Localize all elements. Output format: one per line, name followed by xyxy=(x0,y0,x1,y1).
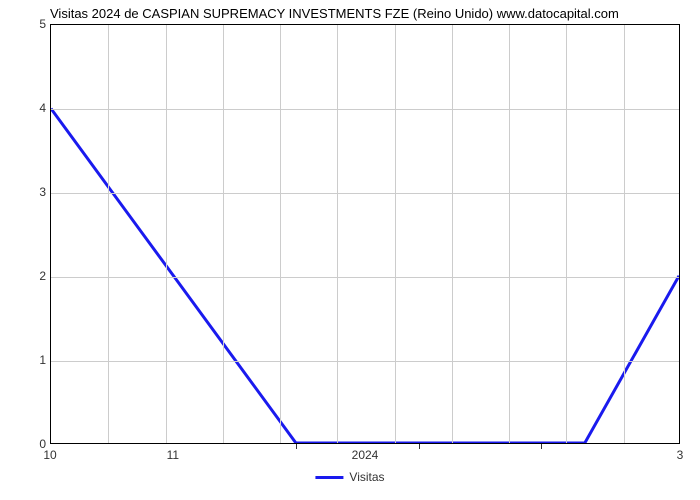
gridline-vertical xyxy=(624,25,625,443)
y-tick-label: 4 xyxy=(30,101,46,115)
gridline-vertical xyxy=(395,25,396,443)
gridline-vertical xyxy=(166,25,167,443)
gridline-vertical xyxy=(566,25,567,443)
x-center-label: 2024 xyxy=(352,448,379,462)
series-line xyxy=(51,109,679,443)
gridline-horizontal xyxy=(51,193,679,194)
y-tick-label: 2 xyxy=(30,269,46,283)
gridline-horizontal xyxy=(51,277,679,278)
x-minor-tick xyxy=(296,444,297,449)
line-series xyxy=(51,25,679,443)
x-minor-tick xyxy=(541,444,542,449)
x-tick-label: 11 xyxy=(167,448,179,462)
chart-container: Visitas 2024 de CASPIAN SUPREMACY INVEST… xyxy=(0,0,700,500)
gridline-vertical xyxy=(337,25,338,443)
plot-area xyxy=(50,24,680,444)
legend-label: Visitas xyxy=(349,470,384,484)
legend: Visitas xyxy=(315,470,384,484)
y-tick-label: 3 xyxy=(30,185,46,199)
y-tick-label: 5 xyxy=(30,17,46,31)
gridline-vertical xyxy=(280,25,281,443)
chart-title: Visitas 2024 de CASPIAN SUPREMACY INVEST… xyxy=(50,6,619,21)
legend-swatch xyxy=(315,476,343,479)
x-tick-label: 3 xyxy=(677,448,684,462)
gridline-vertical xyxy=(452,25,453,443)
x-tick-label: 10 xyxy=(43,448,56,462)
gridline-horizontal xyxy=(51,361,679,362)
gridline-vertical xyxy=(223,25,224,443)
gridline-vertical xyxy=(108,25,109,443)
y-tick-label: 1 xyxy=(30,353,46,367)
gridline-horizontal xyxy=(51,109,679,110)
gridline-vertical xyxy=(509,25,510,443)
x-minor-tick xyxy=(419,444,420,449)
